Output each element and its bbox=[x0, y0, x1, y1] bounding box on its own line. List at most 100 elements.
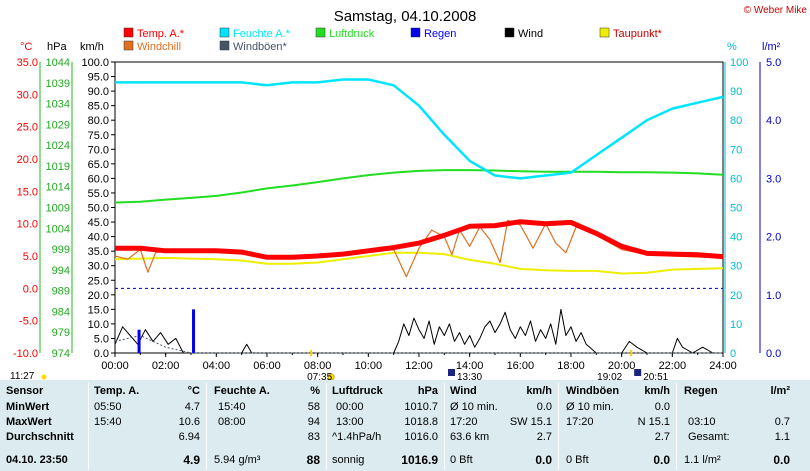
gust-bft: 0 Bft bbox=[566, 454, 589, 466]
chart-title: Samstag, 04.10.2008 bbox=[334, 8, 477, 25]
rain-tick-label: 3.0 bbox=[766, 173, 781, 185]
wind-tick-label: 80.0 bbox=[88, 115, 109, 127]
wind-tick-label: 20.0 bbox=[88, 290, 109, 302]
humidity-tick-label: 80 bbox=[730, 115, 742, 127]
series-windb-en bbox=[114, 335, 723, 354]
humidity-tick-label: 0 bbox=[730, 348, 736, 360]
wind-bft: 0 Bft bbox=[450, 454, 473, 466]
series-temp-a bbox=[115, 219, 724, 260]
x-tick-label: 22:00 bbox=[659, 360, 687, 372]
temp-tick-label: 15.0 bbox=[17, 186, 38, 198]
moonset-label-a: 13:30 bbox=[457, 372, 482, 380]
gust-avg: 2.7 bbox=[654, 431, 670, 443]
rain-total: 1.1 bbox=[774, 431, 790, 443]
press-max-time: 13:00 bbox=[336, 416, 364, 428]
press-current: 1016.9 bbox=[401, 453, 438, 467]
hdr-press-unit: hPa bbox=[417, 385, 438, 397]
legend-label: Windchill bbox=[137, 41, 181, 53]
series-taupunkt bbox=[114, 251, 724, 275]
series-feuchte-a bbox=[115, 78, 724, 180]
wind-tick-label: 65.0 bbox=[88, 159, 109, 171]
stats-col-rain: Regen l/m² 03:10 0.7 Gesamt: 1.1 1.1 l/m² 0.… bbox=[684, 380, 804, 471]
wind-min: 0.0 bbox=[536, 401, 552, 413]
temp-tick-label: 0.0 bbox=[23, 283, 38, 295]
pressure-tick-label: 1019 bbox=[46, 161, 70, 173]
press-trend: ^1.4hPa/h bbox=[332, 431, 382, 443]
weather-chart: Samstag, 04.10.2008 © Weber Mike Temp. A… bbox=[10, 5, 808, 380]
hdr-wind: Wind bbox=[450, 385, 477, 397]
legend-swatch bbox=[315, 27, 326, 38]
humidity-tick-label: 60 bbox=[730, 173, 742, 185]
sunset-label: 19:02 bbox=[597, 372, 622, 380]
pressure-tick-label: 999 bbox=[52, 244, 70, 256]
wind-tick-label: 5.0 bbox=[94, 333, 109, 345]
hdr-sensor: Sensor bbox=[6, 385, 44, 397]
rain-current: 0.0 bbox=[773, 453, 790, 467]
temp-max-time: 15:40 bbox=[94, 416, 122, 428]
rain-bar bbox=[192, 309, 196, 353]
wind-tick-label: 55.0 bbox=[88, 188, 109, 200]
x-tick-label: 10:00 bbox=[355, 360, 383, 372]
wind-min-label: Ø 10 min. bbox=[450, 401, 498, 413]
wind-avg: 2.7 bbox=[536, 431, 552, 443]
moonset-label-a-icon bbox=[448, 369, 455, 376]
legend-swatch bbox=[504, 27, 515, 38]
stats-col-sensor: Sensor MinWert MaxWert Durchschnitt 04.1… bbox=[6, 380, 86, 471]
wind-tick-label: 90.0 bbox=[88, 86, 109, 98]
legend-swatch bbox=[219, 27, 230, 38]
sunrise-label-icon bbox=[327, 373, 335, 380]
copyright-label: © Weber Mike bbox=[744, 5, 808, 16]
gust-max-time: 17:20 bbox=[566, 416, 594, 428]
pressure-tick-label: 1024 bbox=[46, 140, 70, 152]
hum-max-time: 08:00 bbox=[218, 416, 246, 428]
legend-swatch bbox=[599, 27, 610, 38]
moonset-label-b: 20:51 bbox=[643, 372, 668, 380]
pressure-tick-label: 974 bbox=[52, 348, 70, 360]
pressure-tick-label: 1039 bbox=[46, 78, 70, 90]
rain-unit: l/m² bbox=[762, 41, 781, 53]
humidity-tick-label: 50 bbox=[730, 203, 742, 215]
temp-avg: 6.94 bbox=[178, 431, 200, 443]
pressure-tick-label: 1004 bbox=[46, 223, 70, 235]
x-tick-label: 12:00 bbox=[405, 360, 433, 372]
wind-unit: km/h bbox=[80, 41, 104, 53]
hum-max: 94 bbox=[307, 416, 320, 428]
rain-total-label: Gesamt: bbox=[688, 431, 730, 443]
pressure-unit: hPa bbox=[47, 41, 67, 53]
press-avg: 1016.0 bbox=[404, 431, 438, 443]
temp-tick-label: 5.0 bbox=[23, 251, 38, 263]
sunrise-label: 07:35 bbox=[307, 372, 332, 380]
humidity-tick-label: 40 bbox=[730, 232, 742, 244]
wind-tick-label: 45.0 bbox=[88, 217, 109, 229]
rain-bar bbox=[137, 329, 141, 353]
abs-humidity: 5.94 g/m³ bbox=[214, 454, 261, 466]
gust-max: N 15.1 bbox=[637, 416, 670, 428]
label-max: MaxWert bbox=[6, 416, 52, 428]
press-min-time: 00:00 bbox=[336, 401, 364, 413]
legend-label: Taupunkt* bbox=[613, 28, 663, 40]
stats-col-humidity: Feuchte A.% 15:40 58 08:00 94 83 5.94 g/m³… bbox=[214, 380, 324, 471]
x-tick-label: 20:00 bbox=[608, 360, 636, 372]
rain-tick-label: 1.0 bbox=[766, 290, 781, 302]
temp-tick-label: 30.0 bbox=[17, 89, 38, 101]
plot-area bbox=[114, 61, 724, 354]
wind-tick-label: 10.0 bbox=[88, 319, 109, 331]
legend-swatch bbox=[219, 40, 230, 51]
wind-max: SW 15.1 bbox=[509, 416, 552, 428]
rain-tick-label: 4.0 bbox=[766, 115, 781, 127]
rain-sum: 1.1 l/m² bbox=[684, 454, 721, 466]
forecast: sonnig bbox=[332, 454, 365, 466]
wind-tick-label: 15.0 bbox=[88, 304, 109, 316]
temp-tick-label: 35.0 bbox=[17, 57, 38, 69]
temp-unit: °C bbox=[20, 41, 32, 53]
stats-col-temp: Temp. A. °C 05:50 4.7 15:40 10.6 6.94 4.9 bbox=[94, 380, 204, 471]
wind-tick-label: 100.0 bbox=[81, 57, 109, 69]
sun-moon-bar: 11:27 07:35 13:30 19:02 20:51 bbox=[10, 350, 669, 380]
hum-avg: 83 bbox=[307, 431, 320, 443]
rain-tick-label: 0.0 bbox=[766, 348, 781, 360]
x-tick-label: 18:00 bbox=[557, 360, 585, 372]
wind-max-time: 17:20 bbox=[450, 416, 478, 428]
pressure-tick-label: 1014 bbox=[46, 182, 70, 194]
label-current: 04.10. 23:50 bbox=[6, 454, 68, 466]
wind-tick-label: 25.0 bbox=[88, 275, 109, 287]
